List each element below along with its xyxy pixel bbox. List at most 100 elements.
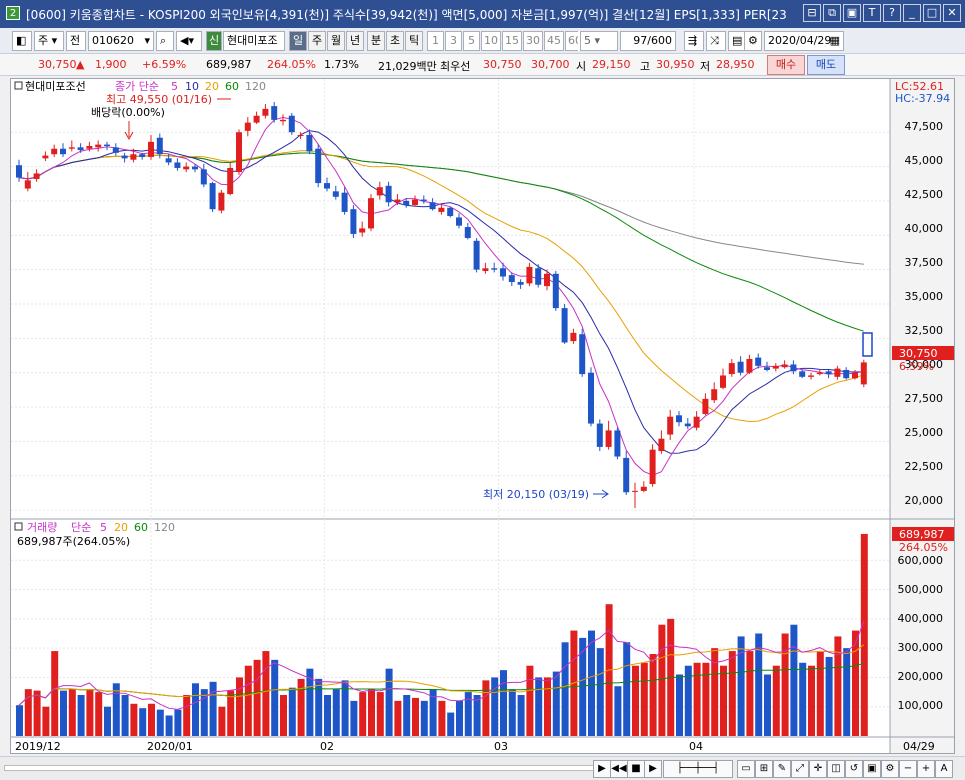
redraw-icon[interactable]: ↺: [845, 760, 863, 778]
volume-bar: [324, 695, 331, 736]
date-label-04-29: 04/29: [903, 740, 935, 753]
volume-bar: [262, 651, 270, 736]
interval-1[interactable]: 1: [427, 31, 444, 51]
volume-bar: [764, 674, 771, 736]
grid-icon[interactable]: ⊞: [755, 760, 773, 778]
window-icon[interactable]: ▭: [737, 760, 755, 778]
config-icon[interactable]: ⚙: [881, 760, 899, 778]
chart-type-icon[interactable]: ◫: [827, 760, 845, 778]
period-tick-tab[interactable]: 틱: [405, 31, 423, 51]
search-icon[interactable]: ⌕: [156, 31, 174, 51]
window-title: [0600] 키움종합차트 - KOSPI200 외국인보유[4,391(천)]…: [26, 8, 787, 22]
market-type-select[interactable]: 주 ▾: [34, 31, 64, 51]
window-number-badge: 2: [6, 6, 20, 20]
help-icon[interactable]: ?: [883, 4, 901, 22]
all-stocks-button[interactable]: 전: [66, 31, 86, 51]
zoom-slider[interactable]: ├──┼──┤: [663, 760, 733, 778]
legend-checkbox[interactable]: [14, 81, 23, 90]
volume-bar: [306, 668, 314, 736]
scroll-right-icon[interactable]: ▶: [593, 760, 611, 778]
volume-bar: [464, 692, 472, 736]
font-size-icon[interactable]: A: [935, 760, 953, 778]
period-day-tab[interactable]: 일: [289, 31, 307, 51]
close-icon[interactable]: ✕: [943, 4, 961, 22]
speaker-icon[interactable]: ◀▾: [176, 31, 202, 51]
period-week-tab[interactable]: 주: [308, 31, 326, 51]
settings-icon[interactable]: ⚙: [744, 31, 762, 51]
stop-icon[interactable]: ■: [627, 760, 645, 778]
candle-body: [332, 191, 339, 197]
count-value: 97: [633, 34, 648, 47]
date-input[interactable]: 2020/04/29 ▦: [764, 31, 844, 51]
period-shift-icon[interactable]: ⇶: [684, 31, 704, 51]
candlesticks: [16, 101, 867, 509]
scroll-track[interactable]: [4, 765, 594, 771]
interval-15[interactable]: 15: [502, 31, 522, 51]
snapshot-icon[interactable]: ▣: [863, 760, 881, 778]
volume-bar: [684, 665, 692, 736]
candle-body: [192, 166, 198, 170]
period-year-tab[interactable]: 년: [346, 31, 364, 51]
volume-bar: [368, 689, 375, 736]
candle-body: [412, 199, 418, 206]
volume-bar: [297, 678, 305, 736]
volume-bar: [60, 690, 67, 736]
candle-body: [676, 415, 682, 423]
candle-body: [447, 207, 454, 217]
volume-bars: [16, 533, 868, 736]
stock-code-input[interactable]: 010620 ▾: [88, 31, 154, 51]
count-total: /600: [647, 34, 672, 47]
high-price: 30,950: [656, 58, 695, 71]
draw-icon[interactable]: ✎: [773, 760, 791, 778]
volume-ma-lines: [18, 621, 865, 710]
volume-bar: [746, 651, 754, 736]
window-mode-icon[interactable]: ▣: [843, 4, 861, 22]
volume-bar: [456, 700, 463, 736]
buy-button[interactable]: 매수: [767, 55, 805, 75]
last-price-label: 30,750: [899, 347, 938, 360]
volume-bar: [790, 624, 798, 736]
interval-10[interactable]: 10: [481, 31, 501, 51]
up-arrow-icon: ▲: [76, 58, 85, 71]
chart-area[interactable]: 현대미포조선 종가 단순 5 10 20 60 120 LC:52.61 HC:…: [10, 78, 955, 754]
copy-window-icon[interactable]: ⧉: [823, 4, 841, 22]
zoom-in-icon[interactable]: +: [917, 760, 935, 778]
last-price-tag: [892, 346, 954, 360]
candle-body: [508, 275, 515, 283]
minimize-icon[interactable]: _: [903, 4, 921, 22]
stock-chart[interactable]: 현대미포조선 종가 단순 5 10 20 60 120 LC:52.61 HC:…: [11, 79, 954, 753]
volume-bar: [183, 695, 191, 736]
zoom-out-icon[interactable]: −: [899, 760, 917, 778]
interval-5[interactable]: 5: [463, 31, 480, 51]
volume-bar: [649, 654, 657, 736]
maximize-icon[interactable]: □: [923, 4, 941, 22]
selection-marker[interactable]: [862, 332, 873, 357]
candle-body: [860, 362, 867, 385]
measure-icon[interactable]: ⤢: [791, 760, 809, 778]
panel-toggle-icon[interactable]: ◧: [12, 31, 32, 51]
interval-45[interactable]: 45: [544, 31, 564, 51]
period-second-tab[interactable]: 초: [386, 31, 404, 51]
scroll-start-icon[interactable]: ◀◀: [610, 760, 628, 778]
low-price: 28,950: [716, 58, 755, 71]
interval-30[interactable]: 30: [523, 31, 543, 51]
candle-body: [737, 361, 744, 373]
candle-body: [579, 334, 586, 375]
layout-icon[interactable]: ⊟: [803, 4, 821, 22]
interval-select[interactable]: 5 ▾: [580, 31, 618, 51]
candle-body: [104, 144, 110, 146]
volume-legend-checkbox[interactable]: [14, 522, 23, 531]
sell-button[interactable]: 매도: [807, 55, 845, 75]
volume-bar: [68, 689, 76, 736]
interval-3[interactable]: 3: [445, 31, 462, 51]
volume-bar: [596, 648, 604, 736]
volume-bar: [860, 533, 868, 736]
period-month-tab[interactable]: 월: [327, 31, 345, 51]
pattern-icon[interactable]: ⤨: [706, 31, 726, 51]
date-label-2019-12: 2019/12: [15, 740, 61, 753]
period-minute-tab[interactable]: 분: [367, 31, 385, 51]
play-icon[interactable]: ▶: [644, 760, 662, 778]
text-icon[interactable]: T: [863, 4, 881, 22]
crosshair-icon[interactable]: ✛: [809, 760, 827, 778]
count-input[interactable]: 97/600: [620, 31, 676, 51]
